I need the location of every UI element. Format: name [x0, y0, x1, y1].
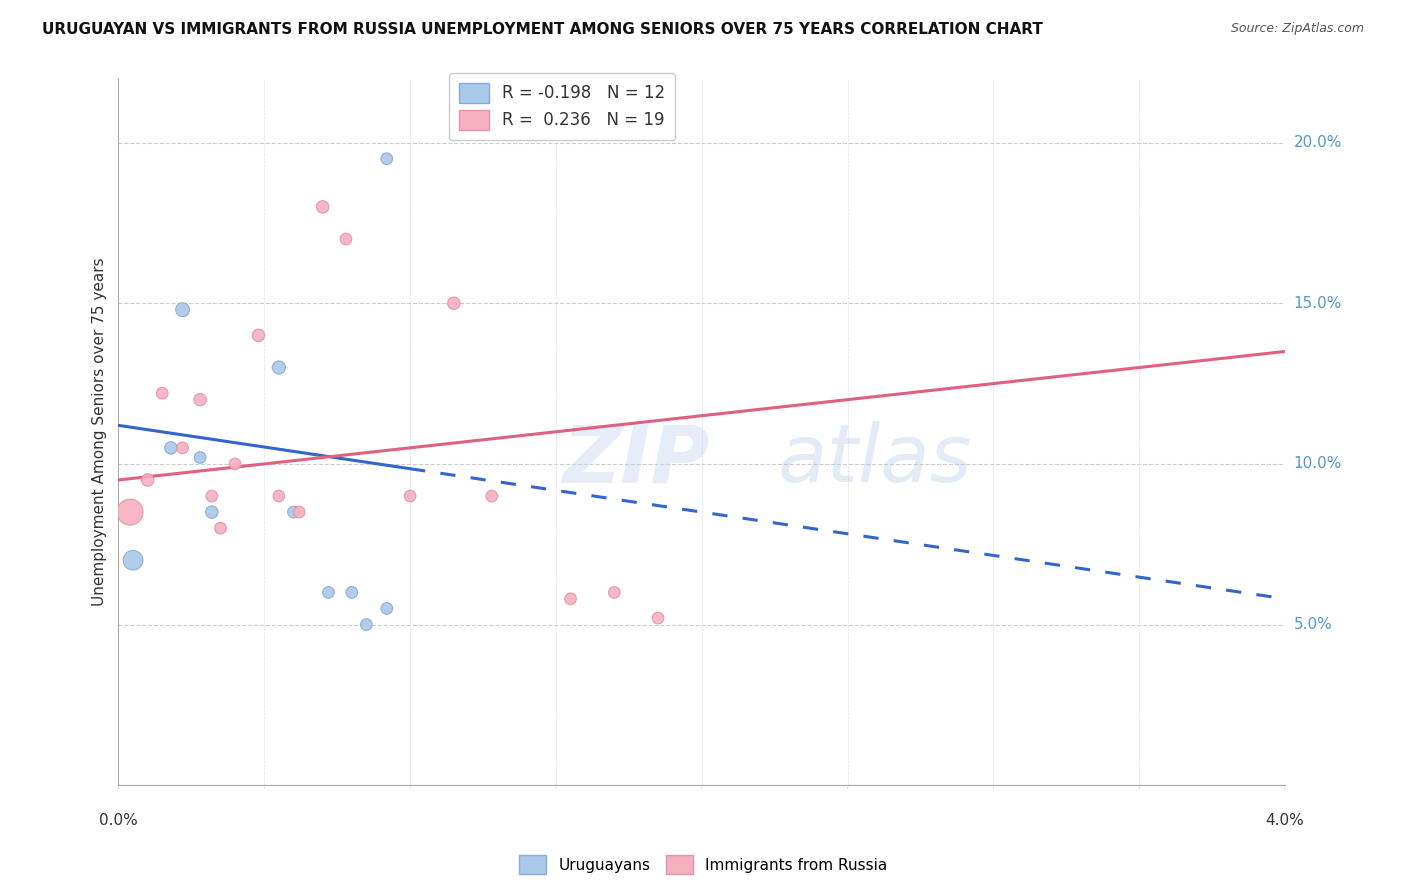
Point	[267, 489, 290, 503]
Point	[399, 489, 422, 503]
Point	[267, 360, 290, 375]
Point	[560, 591, 582, 606]
Point	[150, 386, 173, 401]
Point	[283, 505, 305, 519]
Point	[603, 585, 626, 599]
Text: ZIP: ZIP	[562, 421, 709, 499]
Point	[201, 489, 224, 503]
Point	[318, 585, 340, 599]
Point	[335, 232, 357, 246]
Point	[311, 200, 333, 214]
Point	[120, 505, 142, 519]
Text: Source: ZipAtlas.com: Source: ZipAtlas.com	[1230, 22, 1364, 36]
Legend: R = -0.198   N = 12, R =  0.236   N = 19: R = -0.198 N = 12, R = 0.236 N = 19	[449, 72, 675, 140]
Point	[188, 450, 211, 465]
Point	[375, 601, 398, 615]
Point	[201, 505, 224, 519]
Text: 5.0%: 5.0%	[1294, 617, 1331, 632]
Point	[224, 457, 246, 471]
Text: 15.0%: 15.0%	[1294, 296, 1341, 310]
Point	[443, 296, 465, 310]
Point	[340, 585, 363, 599]
Y-axis label: Unemployment Among Seniors over 75 years: Unemployment Among Seniors over 75 years	[93, 258, 107, 606]
Text: 0.0%: 0.0%	[98, 813, 138, 828]
Point	[136, 473, 159, 487]
Text: URUGUAYAN VS IMMIGRANTS FROM RUSSIA UNEMPLOYMENT AMONG SENIORS OVER 75 YEARS COR: URUGUAYAN VS IMMIGRANTS FROM RUSSIA UNEM…	[42, 22, 1043, 37]
Point	[209, 521, 232, 535]
Point	[188, 392, 211, 407]
Text: atlas: atlas	[778, 421, 973, 499]
Point	[172, 302, 194, 317]
Point	[375, 152, 398, 166]
Legend: Uruguayans, Immigrants from Russia: Uruguayans, Immigrants from Russia	[512, 849, 894, 880]
Point	[172, 441, 194, 455]
Point	[647, 611, 669, 625]
Text: 10.0%: 10.0%	[1294, 457, 1341, 471]
Point	[247, 328, 270, 343]
Point	[160, 441, 183, 455]
Point	[122, 553, 145, 567]
Text: 4.0%: 4.0%	[1265, 813, 1305, 828]
Point	[288, 505, 311, 519]
Point	[481, 489, 503, 503]
Text: 20.0%: 20.0%	[1294, 135, 1341, 150]
Point	[356, 617, 378, 632]
